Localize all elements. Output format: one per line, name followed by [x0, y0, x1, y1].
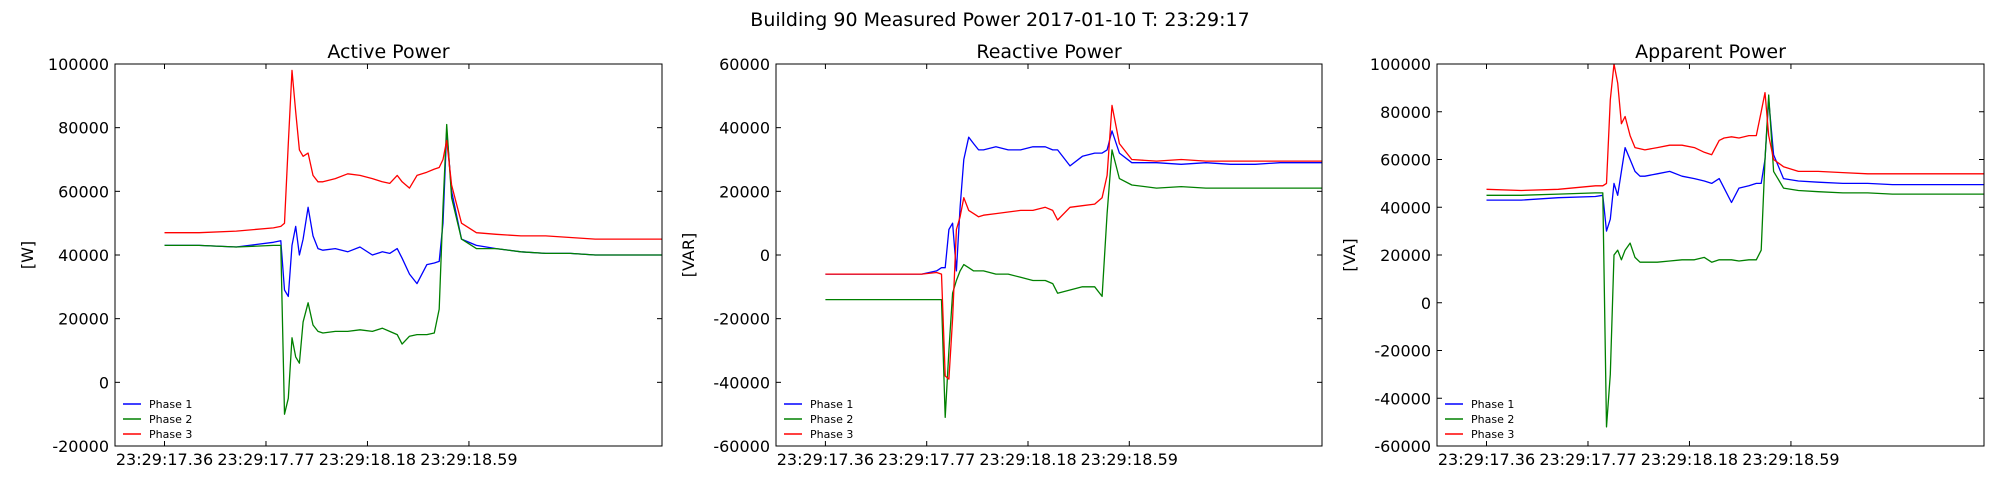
x-tick-label: 23:29:17.36	[1438, 450, 1535, 469]
series-line-phase-2	[825, 149, 1322, 419]
chart-title: Reactive Power	[976, 41, 1121, 63]
x-tick-label: 23:29:18.18	[979, 450, 1076, 469]
y-tick-label: -20000	[713, 310, 770, 329]
y-tick-label: 20000	[58, 310, 109, 329]
chart-legend: Phase 1 Phase 2 Phase 3	[784, 398, 853, 441]
plot-frame	[775, 63, 1323, 447]
x-tick-label: 23:29:18.59	[1081, 450, 1178, 469]
legend-label: Phase 2	[149, 413, 192, 426]
figure-suptitle: Building 90 Measured Power 2017-01-10 T:…	[750, 9, 1249, 31]
legend-label: Phase 2	[810, 413, 853, 426]
y-tick-label: -40000	[713, 373, 770, 392]
y-axis-label: [VAR]	[679, 233, 698, 277]
y-tick-label: 40000	[719, 119, 770, 138]
y-tick-label: 80000	[58, 119, 109, 138]
x-tick-label: 23:29:18.59	[1742, 450, 1839, 469]
x-tick-label: 23:29:18.18	[319, 450, 416, 469]
y-tick-label: 100000	[48, 55, 109, 74]
y-tick-label: 20000	[719, 182, 770, 201]
chart-title: Apparent Power	[1635, 41, 1786, 63]
y-tick-label: -60000	[713, 437, 770, 456]
chart-panel-3: Apparent Power [VA] -60000 -40000 -20000 0 200…	[1340, 41, 1985, 469]
series-line-phase-3	[825, 104, 1322, 380]
x-tick-label: 23:29:17.77	[217, 450, 314, 469]
legend-label: Phase 1	[149, 398, 192, 411]
y-tick-label: 100000	[1370, 55, 1431, 74]
legend-label: Phase 1	[1471, 398, 1514, 411]
chart-legend: Phase 1 Phase 2 Phase 3	[1445, 398, 1514, 441]
y-tick-label: 60000	[1380, 151, 1431, 170]
y-tick-label: 40000	[1380, 198, 1431, 217]
legend-label: Phase 3	[810, 428, 853, 441]
legend-label: Phase 3	[149, 428, 192, 441]
y-tick-label: 20000	[1380, 246, 1431, 265]
y-axis-label: [W]	[18, 241, 37, 269]
series-line-phase-2	[164, 123, 662, 415]
plot-frame	[1436, 63, 1985, 447]
y-tick-label: 0	[760, 246, 770, 265]
series-line-phase-2	[1486, 94, 1984, 428]
legend-label: Phase 1	[810, 398, 853, 411]
chart-panel-1: Active Power [W] -20000 0 20000 40000 60000 800…	[18, 41, 663, 469]
y-tick-label: -40000	[1374, 389, 1431, 408]
y-axis-label: [VA]	[1340, 238, 1359, 271]
series-line-phase-3	[1486, 64, 1984, 192]
y-tick-label: 80000	[1380, 103, 1431, 122]
y-tick-label: 60000	[58, 182, 109, 201]
y-tick-label: 0	[1421, 294, 1431, 313]
y-tick-label: -20000	[1374, 342, 1431, 361]
chart-legend: Phase 1 Phase 2 Phase 3	[123, 398, 192, 441]
chart-panel-2: Reactive Power [VAR] -60000 -40000 -20000 0 20…	[679, 41, 1323, 469]
y-tick-label: -20000	[52, 437, 109, 456]
series-line-phase-1	[825, 130, 1322, 275]
x-tick-label: 23:29:17.77	[1539, 450, 1636, 469]
x-tick-label: 23:29:17.36	[116, 450, 213, 469]
series-line-phase-1	[164, 130, 662, 298]
chart-title: Active Power	[327, 41, 449, 63]
x-tick-label: 23:29:18.59	[420, 450, 517, 469]
plot-frame	[114, 63, 663, 447]
y-tick-label: 60000	[719, 55, 770, 74]
legend-label: Phase 2	[1471, 413, 1514, 426]
series-line-phase-3	[164, 69, 662, 240]
x-tick-label: 23:29:17.77	[878, 450, 975, 469]
y-tick-label: 0	[99, 373, 109, 392]
y-tick-label: -60000	[1374, 437, 1431, 456]
x-tick-label: 23:29:17.36	[777, 450, 874, 469]
legend-label: Phase 3	[1471, 428, 1514, 441]
y-tick-label: 40000	[58, 246, 109, 265]
series-line-phase-1	[1486, 99, 1984, 232]
x-tick-label: 23:29:18.18	[1641, 450, 1738, 469]
